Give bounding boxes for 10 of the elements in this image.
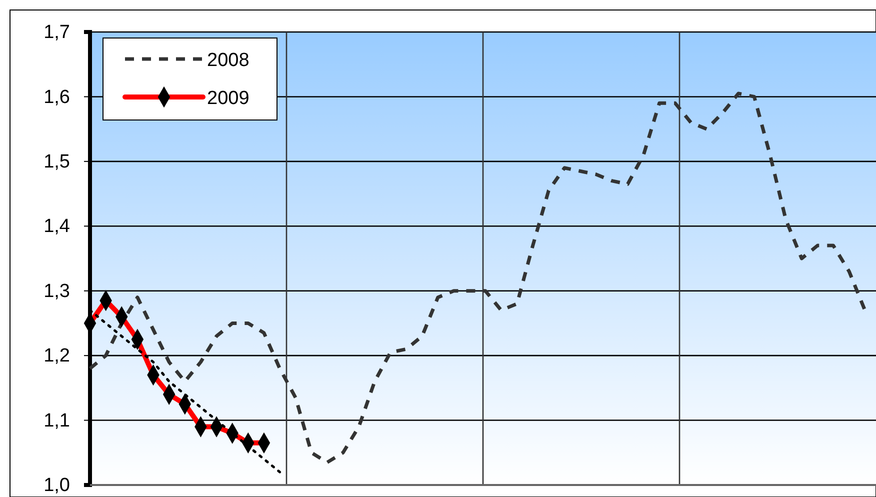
y-tick-label: 1,5 <box>44 152 70 173</box>
y-tick-label: 1,3 <box>44 280 70 302</box>
legend-label: 2009 <box>207 88 250 109</box>
y-tick-label: 1,4 <box>44 216 70 238</box>
y-tick-label: 1,0 <box>44 475 70 496</box>
y-tick-label: 1,7 <box>44 22 70 44</box>
y-tick-label: 1,6 <box>44 86 70 108</box>
y-tick-label: 1,1 <box>44 410 70 432</box>
y-tick-label: 1,2 <box>44 346 70 367</box>
legend-label: 2008 <box>207 50 250 71</box>
